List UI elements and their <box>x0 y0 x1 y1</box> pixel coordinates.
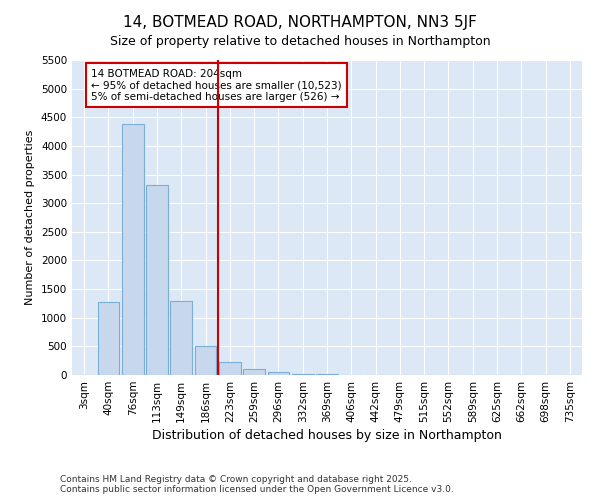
Bar <box>194 346 217 375</box>
Bar <box>146 185 168 375</box>
Text: 14 BOTMEAD ROAD: 204sqm
← 95% of detached houses are smaller (10,523)
5% of semi: 14 BOTMEAD ROAD: 204sqm ← 95% of detache… <box>91 68 342 102</box>
Text: Contains HM Land Registry data © Crown copyright and database right 2025.: Contains HM Land Registry data © Crown c… <box>60 476 412 484</box>
X-axis label: Distribution of detached houses by size in Northampton: Distribution of detached houses by size … <box>152 429 502 442</box>
Bar <box>268 372 289 375</box>
Bar <box>170 301 192 375</box>
Y-axis label: Number of detached properties: Number of detached properties <box>25 130 35 305</box>
Text: 14, BOTMEAD ROAD, NORTHAMPTON, NN3 5JF: 14, BOTMEAD ROAD, NORTHAMPTON, NN3 5JF <box>123 15 477 30</box>
Text: Contains public sector information licensed under the Open Government Licence v3: Contains public sector information licen… <box>60 486 454 494</box>
Bar <box>292 374 314 375</box>
Bar <box>316 374 338 375</box>
Bar <box>97 302 119 375</box>
Bar <box>243 370 265 375</box>
Bar <box>219 362 241 375</box>
Text: Size of property relative to detached houses in Northampton: Size of property relative to detached ho… <box>110 35 490 48</box>
Bar <box>122 124 143 375</box>
